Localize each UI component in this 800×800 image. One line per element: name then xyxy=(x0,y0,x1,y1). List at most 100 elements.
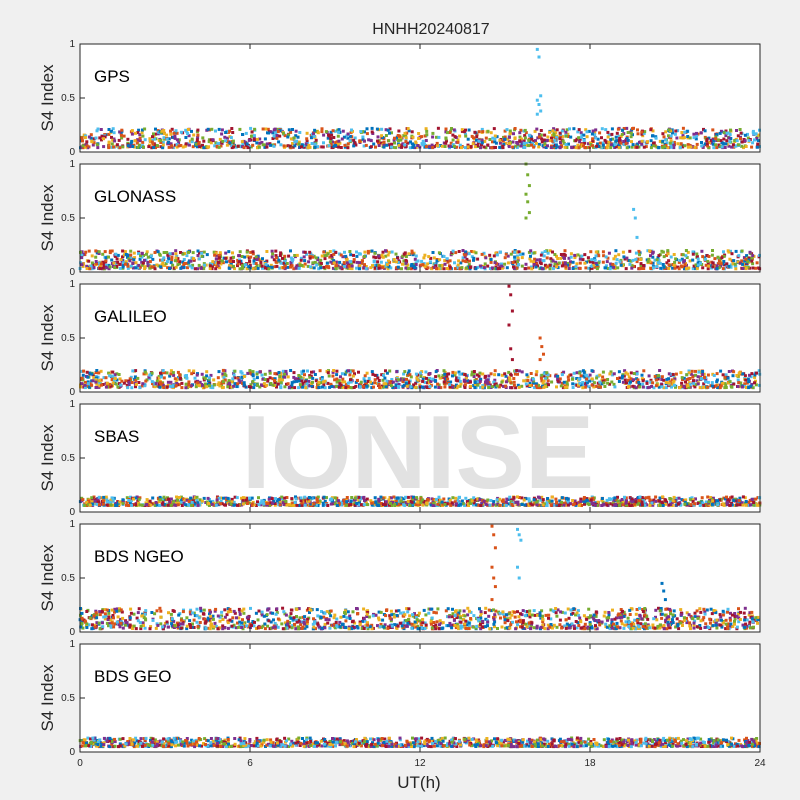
data-point xyxy=(124,253,128,256)
data-point xyxy=(414,372,418,376)
data-point xyxy=(433,385,437,389)
data-point xyxy=(570,145,574,149)
data-point xyxy=(161,383,165,387)
data-point xyxy=(705,500,708,504)
data-point xyxy=(137,381,141,384)
data-point xyxy=(308,375,312,379)
data-point xyxy=(194,380,198,384)
data-point xyxy=(122,381,126,385)
data-point xyxy=(321,145,325,149)
data-point xyxy=(248,263,252,267)
data-point xyxy=(445,372,449,376)
data-point xyxy=(174,252,178,256)
data-point xyxy=(486,381,489,385)
data-point xyxy=(255,258,259,262)
data-point xyxy=(495,384,499,388)
data-point xyxy=(715,378,719,382)
data-point xyxy=(617,370,621,374)
data-point xyxy=(133,256,137,260)
data-point xyxy=(695,252,699,256)
data-point xyxy=(456,498,460,502)
data-point xyxy=(409,267,413,271)
data-point xyxy=(604,501,608,505)
data-point xyxy=(233,495,237,499)
data-point xyxy=(475,135,479,139)
data-point xyxy=(694,267,698,271)
data-point xyxy=(153,132,157,136)
data-point xyxy=(692,264,696,268)
data-point xyxy=(492,127,496,131)
data-point xyxy=(543,142,547,146)
data-point xyxy=(342,261,346,265)
data-point xyxy=(565,383,569,387)
data-point xyxy=(594,250,598,254)
data-point xyxy=(722,250,725,254)
data-point xyxy=(88,371,92,375)
data-point xyxy=(479,146,482,150)
data-point xyxy=(241,133,245,136)
data-point xyxy=(616,502,620,506)
data-point xyxy=(397,385,401,389)
data-point xyxy=(159,382,163,386)
data-point xyxy=(348,373,352,377)
data-point xyxy=(160,385,164,389)
data-point xyxy=(578,257,582,261)
data-point xyxy=(417,137,421,140)
data-point xyxy=(742,256,746,260)
data-point xyxy=(517,263,521,267)
data-point xyxy=(655,258,659,262)
data-point xyxy=(143,370,147,374)
data-point xyxy=(537,145,541,149)
data-point xyxy=(111,370,115,374)
data-point xyxy=(467,263,471,267)
data-point xyxy=(587,385,591,389)
data-point xyxy=(517,369,521,373)
data-point xyxy=(674,129,678,133)
data-point xyxy=(463,386,467,389)
data-point xyxy=(278,134,282,138)
spike-point xyxy=(510,309,514,313)
data-point xyxy=(146,260,150,264)
data-point xyxy=(738,128,742,131)
data-point xyxy=(601,143,605,147)
data-point xyxy=(742,146,745,150)
data-point xyxy=(608,382,612,386)
data-point xyxy=(463,146,467,150)
data-point xyxy=(208,384,211,388)
data-point xyxy=(331,129,335,133)
data-point xyxy=(370,386,374,390)
data-point xyxy=(383,382,387,386)
data-point xyxy=(755,145,759,149)
data-point xyxy=(214,129,217,133)
data-point xyxy=(709,496,713,499)
data-point xyxy=(335,373,339,377)
data-point xyxy=(693,385,697,389)
data-point xyxy=(283,372,286,376)
data-point xyxy=(683,263,687,267)
data-point xyxy=(231,377,235,381)
data-point xyxy=(104,266,108,270)
data-point xyxy=(371,372,375,376)
data-point xyxy=(140,252,144,255)
data-point xyxy=(187,380,191,384)
data-point xyxy=(241,264,244,268)
data-point xyxy=(353,372,356,376)
data-point xyxy=(258,385,262,389)
data-point xyxy=(330,257,334,260)
data-point xyxy=(714,137,718,141)
data-point xyxy=(419,263,423,267)
data-point xyxy=(274,256,278,260)
data-point xyxy=(247,138,251,142)
data-point xyxy=(731,262,735,266)
data-point xyxy=(111,374,115,378)
data-point xyxy=(144,501,148,505)
data-point xyxy=(277,371,281,374)
data-point xyxy=(194,385,198,389)
data-point xyxy=(268,371,272,375)
data-point xyxy=(148,140,152,143)
data-point xyxy=(293,386,297,390)
data-point xyxy=(99,264,103,268)
data-point xyxy=(380,134,384,138)
data-point xyxy=(330,385,334,388)
